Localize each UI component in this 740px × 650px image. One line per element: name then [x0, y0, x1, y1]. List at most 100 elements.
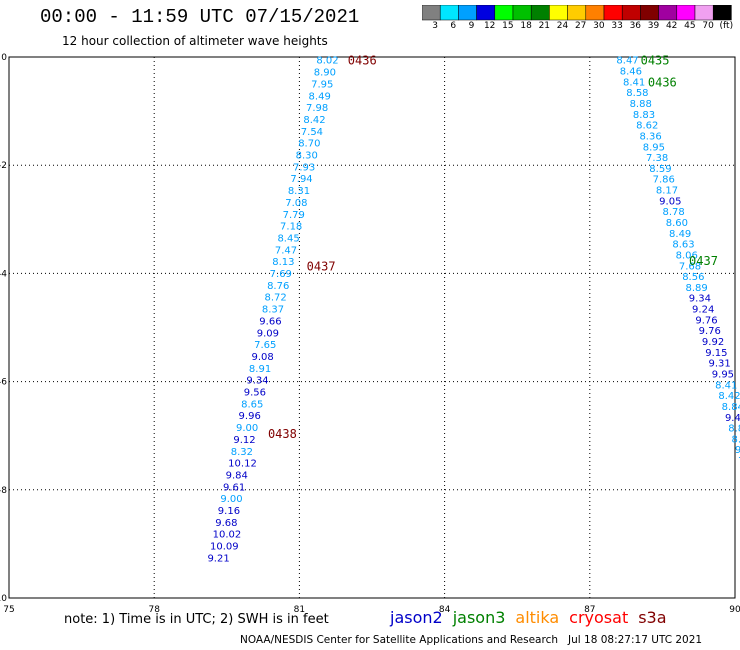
x-tick-label: 81 [294, 605, 305, 615]
data-point-label: 8.4 [732, 434, 740, 445]
data-point-label: 8.62 [636, 121, 658, 132]
data-point-label: 8.95 [643, 142, 665, 153]
satellite-legend: jason2 jason3 altika cryosat s3a [390, 608, 677, 627]
data-point-label: 8.91 [249, 364, 271, 375]
data-point-label: 7.95 [311, 79, 333, 90]
data-point-label: 9.0 [735, 445, 740, 456]
data-point-label: 9.24 [692, 305, 714, 316]
data-point-label: 8.36 [639, 131, 661, 142]
data-point-label: 8.31 [288, 186, 310, 197]
data-point-label: 7.65 [254, 340, 276, 351]
data-point-label: 8.90 [314, 68, 336, 79]
legend-entry: jason2 [390, 608, 443, 627]
data-point-label: 8.45 [277, 233, 299, 244]
data-point-label: 9.05 [659, 196, 681, 207]
x-tick-label: 84 [439, 605, 451, 615]
data-point-label: 9.76 [699, 326, 721, 337]
data-point-label: 8.59 [649, 164, 671, 175]
data-point-label: 10.02 [213, 530, 242, 541]
data-point-label: 8.56 [682, 272, 704, 283]
data-point-label: 8.89 [685, 283, 707, 294]
data-point-label: 9.15 [705, 348, 727, 359]
data-point-label: 7. [738, 456, 740, 467]
y-tick-label: -10 [0, 594, 7, 604]
data-point-label: 8.42 [718, 391, 740, 402]
color-swatch [712, 5, 732, 21]
data-point-label: 9.92 [702, 337, 724, 348]
x-tick-label: 87 [584, 605, 595, 615]
data-point-label: 8.63 [672, 240, 694, 251]
data-point-label: 7.79 [283, 210, 305, 221]
data-point-label: 7.86 [653, 175, 675, 186]
y-tick-label: -6 [0, 378, 7, 388]
legend-entry: altika [515, 608, 560, 627]
data-point-label: 8.17 [656, 186, 678, 197]
data-point-label: 8.32 [231, 447, 253, 458]
data-point-label: 8.06 [676, 250, 698, 261]
data-point-label: 7.98 [306, 103, 328, 114]
legend-entry: jason3 [452, 608, 506, 627]
color-scale-label: 45 [684, 21, 696, 31]
data-point-label: 8.78 [662, 207, 684, 218]
data-point-label: 7.47 [275, 245, 297, 256]
data-point-label: 9.76 [695, 315, 717, 326]
footer-credit: NOAA/NESDIS Center for Satellite Applica… [240, 634, 703, 646]
data-point-label: 8.58 [626, 88, 648, 99]
color-scale-label: 18 [520, 21, 532, 31]
data-point-label: 7.38 [646, 153, 668, 164]
x-tick-label: 90 [729, 605, 740, 615]
data-point-label: 9.68 [215, 518, 237, 529]
data-point-label: 9.96 [239, 411, 261, 422]
legend-entry: cryosat [569, 608, 629, 627]
color-scale-label: (ft) [719, 21, 734, 31]
data-point-label: 8.13 [272, 257, 294, 268]
legend-entry: s3a [638, 608, 667, 627]
color-scale-label: 36 [629, 21, 642, 31]
color-scale-label: 70 [702, 21, 714, 31]
data-point-label: 8.49 [309, 91, 331, 102]
data-point-label: 9.08 [252, 352, 274, 363]
data-point-label: 8.30 [296, 151, 318, 162]
data-point-label: 7.08 [285, 198, 307, 209]
data-point-label: 8.84 [722, 402, 740, 413]
data-point-label: 8.41 [623, 77, 645, 88]
plot-frame [8, 56, 736, 599]
data-point-label: 9.00 [220, 494, 242, 505]
color-scale-label: 24 [556, 21, 569, 31]
data-point-label: 7.93 [293, 162, 315, 173]
data-point-label: 8.86 [728, 424, 740, 435]
data-point-label: 8.88 [630, 99, 652, 110]
color-scale-label: 39 [647, 21, 660, 31]
data-point-label: 8.70 [298, 139, 320, 150]
data-point-label: 9.61 [223, 482, 245, 493]
data-point-label: 8.46 [620, 67, 642, 78]
data-point-label: 9.00 [236, 423, 258, 434]
data-point-label: 9.12 [233, 435, 255, 446]
time-label: 0437 [689, 254, 718, 268]
time-label: 0438 [268, 427, 297, 441]
data-point-label: 9.66 [259, 316, 281, 327]
time-label: 0435 [641, 54, 670, 68]
y-tick-label: 0 [1, 53, 7, 63]
data-point-label: 9.16 [218, 506, 240, 517]
data-point-label: 7.94 [290, 174, 312, 185]
color-scale-label: 9 [468, 21, 475, 31]
data-point-label: 9.84 [226, 470, 248, 481]
time-label: 0436 [648, 75, 677, 89]
color-scale-label: 3 [432, 21, 438, 31]
data-point-label: 8.76 [267, 281, 289, 292]
data-point-label: 8.42 [303, 115, 325, 126]
footer-note: note: 1) Time is in UTC; 2) SWH is in fe… [64, 612, 329, 627]
data-point-label: 8.47 [616, 56, 638, 67]
data-point-label: 9.09 [257, 328, 279, 339]
data-point-label: 9.21 [207, 553, 229, 564]
data-point-label: 8.72 [264, 293, 286, 304]
x-tick-label: 78 [148, 605, 160, 615]
color-scale-label: 27 [574, 21, 587, 31]
data-point-label: 7.18 [280, 222, 302, 233]
page-subtitle: 12 hour collection of altimeter wave hei… [62, 34, 328, 48]
data-point-label: 7.54 [301, 127, 323, 138]
data-point-label: 8.41 [715, 380, 737, 391]
data-point-label: 8.49 [669, 229, 691, 240]
